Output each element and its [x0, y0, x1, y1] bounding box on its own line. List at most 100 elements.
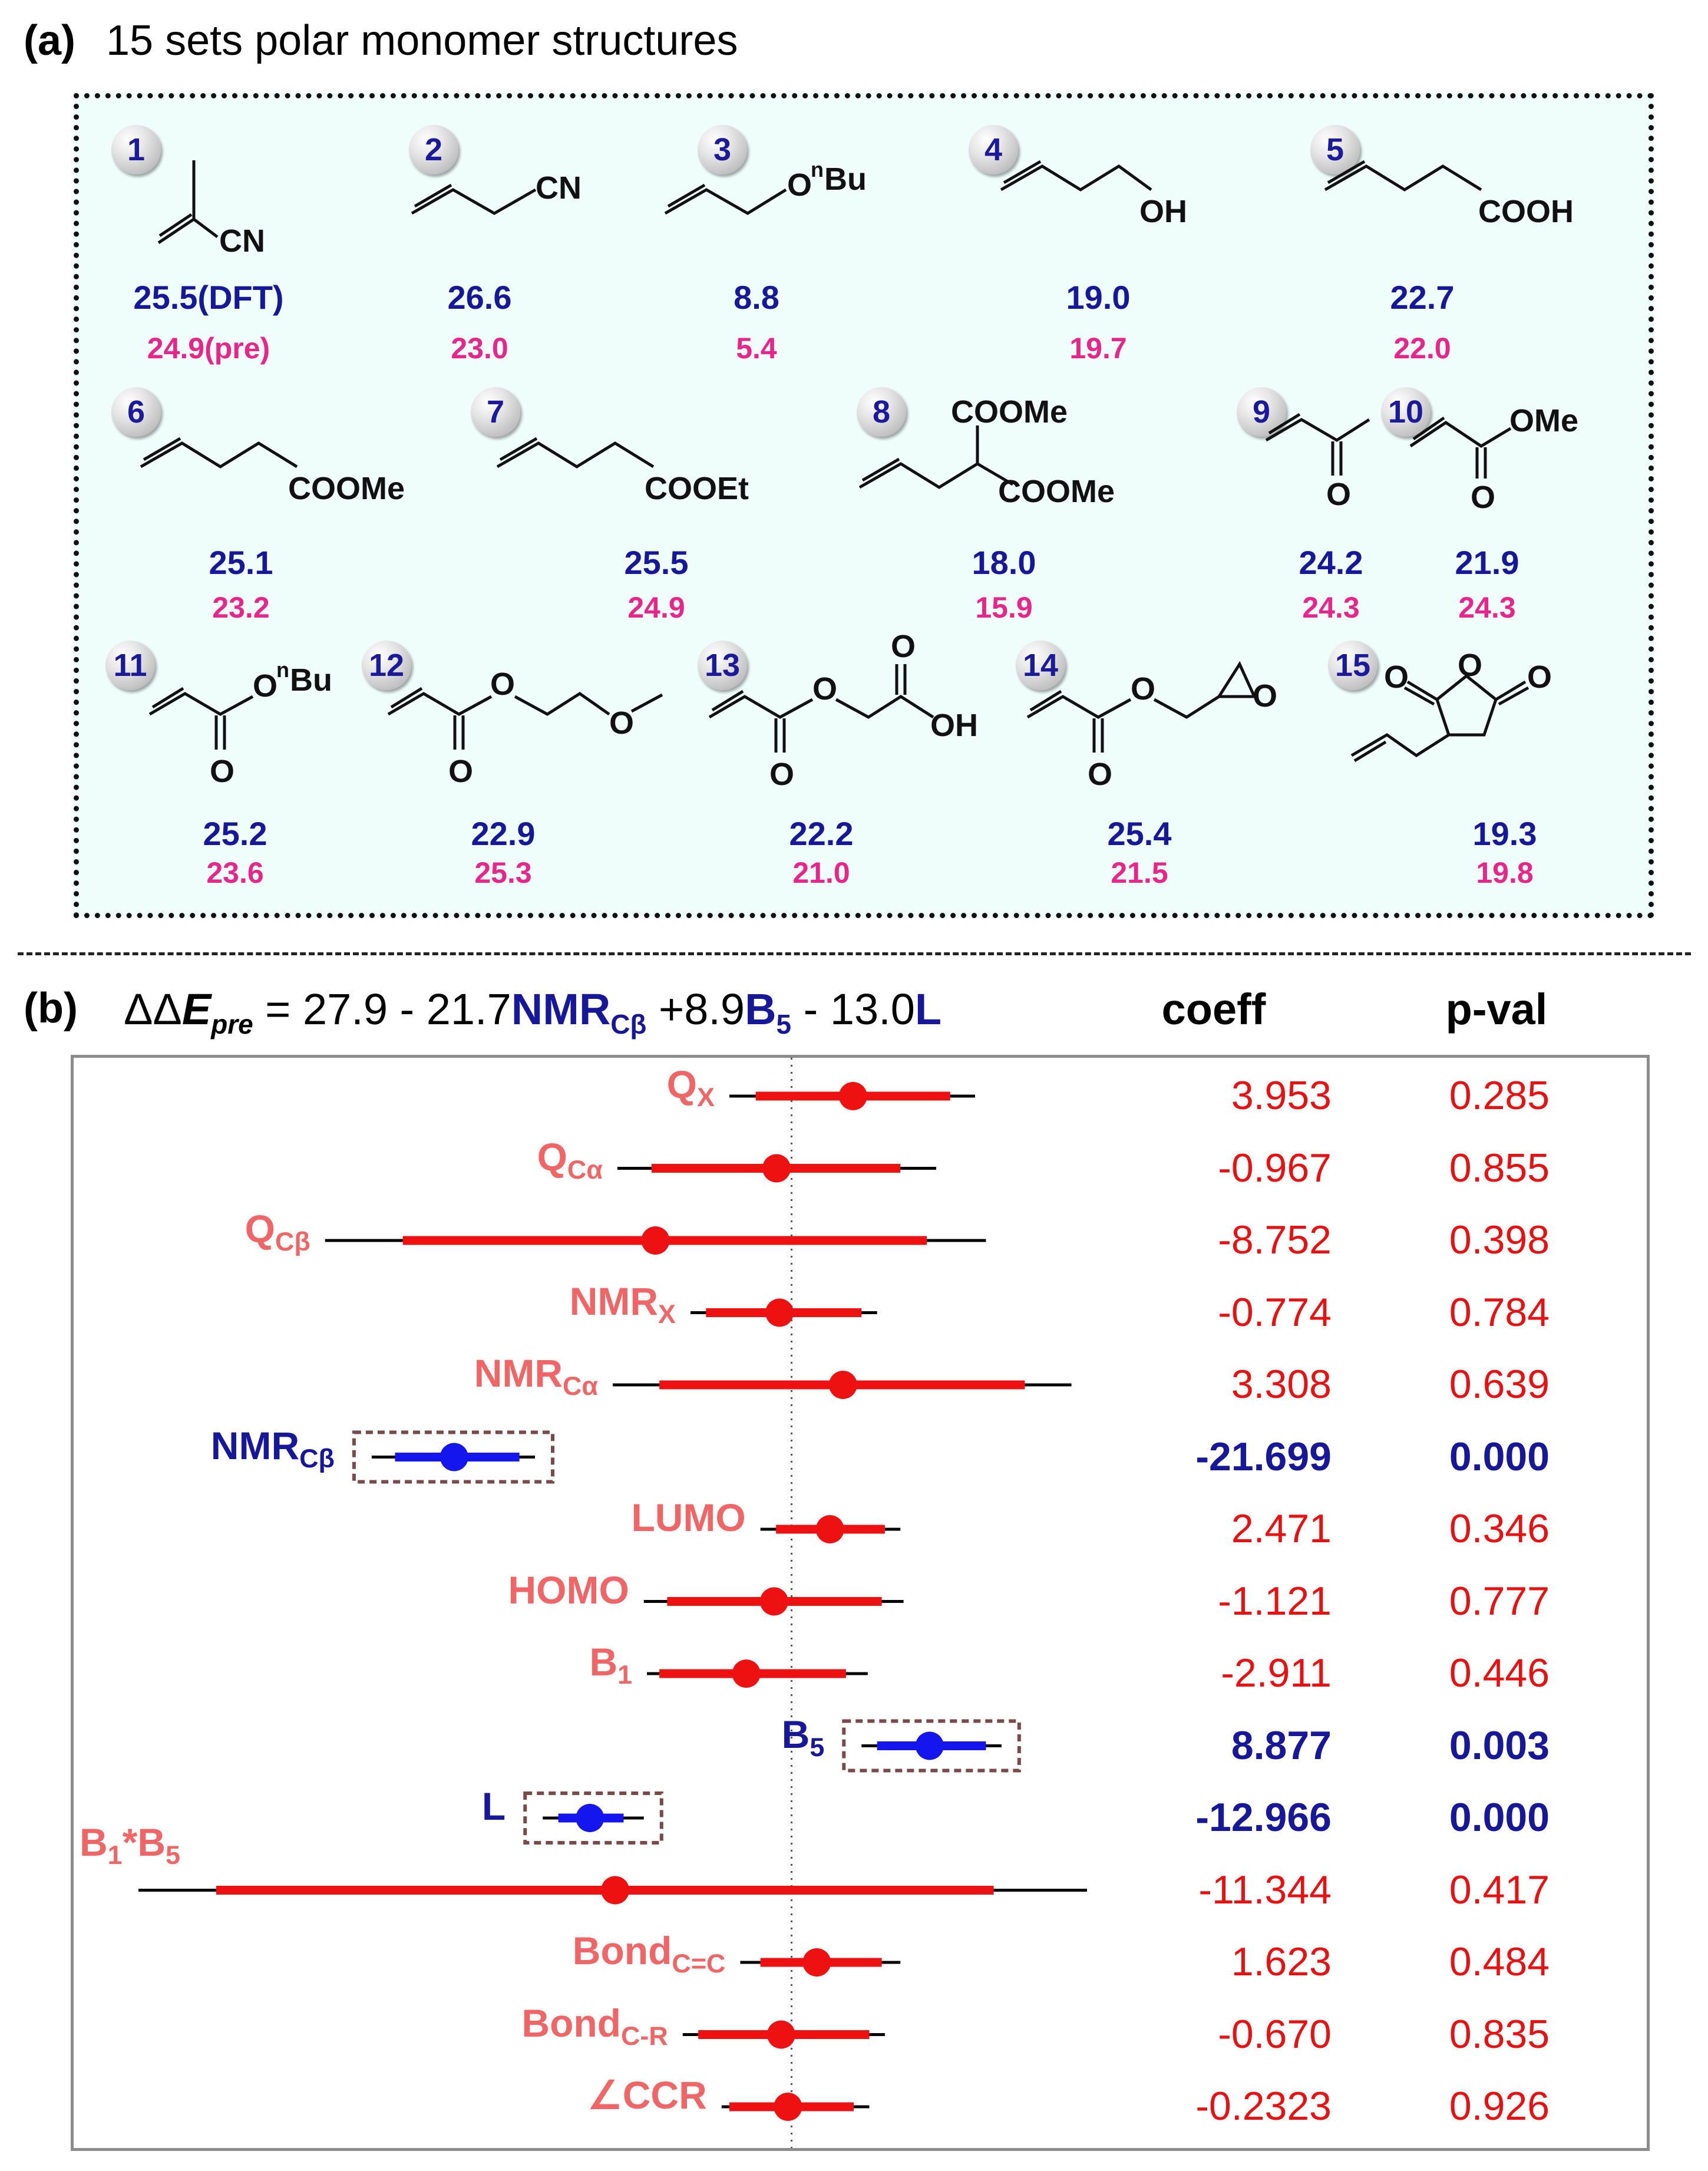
structure-drawing: CN	[411, 170, 582, 215]
group-label: CN	[219, 223, 265, 259]
variable-label: NMRCα	[474, 1351, 598, 1401]
structure-drawing: OH	[1000, 160, 1187, 229]
variable-subscript: Cα	[567, 1154, 603, 1185]
panel-separator	[18, 952, 1691, 955]
group-label: COOH	[1478, 194, 1574, 229]
p-value: 0.285	[1449, 1073, 1550, 1118]
monomer-badge: 1	[111, 125, 161, 174]
structure-drawing: COOEt	[496, 437, 749, 506]
variable-subscript: X	[697, 1082, 715, 1113]
coefficient-value: 1.623	[1231, 1939, 1332, 1984]
variable-name: Bond	[521, 2001, 622, 2045]
group-label: COOMe	[998, 474, 1115, 509]
group-label: O	[1131, 671, 1155, 707]
variable-label: B1	[589, 1639, 632, 1690]
pred-value: 21.5	[1111, 856, 1168, 889]
p-value: 0.777	[1449, 1578, 1550, 1624]
group-label: COOMe	[951, 394, 1068, 430]
coefficient-value: -0.967	[1218, 1145, 1332, 1190]
eq-energy: E	[181, 985, 212, 1034]
variable-subscript: Cα	[563, 1371, 598, 1401]
estimate-point	[802, 1948, 831, 1977]
monomer-badge: 5	[1310, 125, 1360, 174]
p-value: 0.346	[1449, 1506, 1550, 1551]
coefficient-value: -21.699	[1195, 1434, 1332, 1479]
monomer-badge: 2	[409, 125, 458, 174]
eq-delta: ΔΔ	[124, 985, 182, 1034]
group-label: CN	[536, 170, 582, 206]
p-value: 0.855	[1449, 1145, 1550, 1190]
structure-drawing: O n Bu O	[148, 658, 332, 789]
pred-value: 24.9(pre)	[147, 332, 270, 365]
p-value: 0.000	[1449, 1434, 1550, 1479]
variable-subscript: 5	[810, 1731, 825, 1762]
eq-b-sub: 5	[776, 1008, 792, 1040]
group-label: n	[811, 157, 824, 182]
group-label: O	[210, 754, 234, 789]
variable-name: NMR	[569, 1279, 659, 1323]
variable-label: BondC=C	[573, 1928, 726, 1979]
variable-name: Q	[666, 1063, 698, 1106]
monomer-badge: 8	[857, 387, 906, 437]
pred-value: 19.8	[1476, 856, 1534, 889]
variable-label: QX	[667, 1062, 715, 1113]
p-value: 0.784	[1449, 1289, 1550, 1335]
variable-name: Q	[537, 1134, 567, 1179]
structure-drawing: CN	[157, 160, 265, 259]
structure-drawing: COOH	[1324, 160, 1574, 229]
dft-value: 18.0	[972, 544, 1036, 581]
variable-name: *B	[122, 1820, 166, 1864]
monomer-badge: 11	[105, 641, 155, 690]
coefficient-value: -0.670	[1218, 2011, 1332, 2057]
estimate-point	[838, 1082, 867, 1110]
pred-value: 23.0	[451, 332, 508, 365]
estimate-point	[576, 1804, 604, 1832]
group-label: O	[769, 757, 794, 792]
p-value: 0.003	[1449, 1723, 1550, 1768]
p-value: 0.446	[1449, 1651, 1550, 1695]
pred-value: 22.0	[1393, 332, 1451, 365]
variable-name: Q	[245, 1207, 275, 1251]
monomer-badge: 15	[1328, 641, 1377, 690]
p-value: 0.398	[1449, 1218, 1550, 1262]
p-value: 0.484	[1449, 1939, 1550, 1984]
coefficient-value: -12.966	[1195, 1795, 1332, 1840]
coefficient-value: -0.774	[1218, 1289, 1332, 1335]
dft-value: 19.3	[1472, 815, 1537, 852]
variable-name: L	[481, 1784, 506, 1828]
pred-value: 23.2	[212, 591, 270, 624]
group-label: O	[1253, 678, 1277, 714]
variable-label: QCβ	[245, 1206, 310, 1257]
dft-value: 25.1	[209, 544, 273, 581]
group-label: O	[609, 705, 634, 741]
estimate-point	[759, 1587, 788, 1616]
variable-name: NMR	[210, 1423, 300, 1467]
dft-value: 25.5(DFT)	[133, 279, 284, 316]
significance-highlight-box	[842, 1719, 1021, 1773]
pred-value: 5.4	[736, 332, 777, 365]
estimate-point	[440, 1443, 468, 1471]
p-value: 0.835	[1449, 2011, 1550, 2057]
variable-name: NMR	[474, 1351, 563, 1395]
variable-name: ∠CCR	[587, 2073, 707, 2117]
coefficient-value: 2.471	[1231, 1506, 1332, 1551]
group-label: COOEt	[645, 471, 749, 506]
variable-subscript: 1	[107, 1839, 123, 1870]
variable-subscript: C=C	[672, 1948, 726, 1979]
p-value: 0.639	[1449, 1362, 1550, 1407]
group-label: O	[448, 754, 473, 789]
group-label: O	[1384, 659, 1409, 695]
variable-name: B	[80, 1820, 108, 1864]
pred-value: 24.9	[627, 591, 685, 624]
significance-highlight-box	[352, 1430, 555, 1484]
forest-plot-panel: QX QCα QCβ NMRX NMRCα NMRCβ LUMO HOMO B1 B5 L B1*B5…	[71, 1055, 1650, 2151]
coefficient-value: 3.308	[1231, 1362, 1332, 1407]
monomer-badge: 13	[698, 641, 747, 690]
coefficient-value: -8.752	[1218, 1218, 1332, 1262]
variable-label: ∠CCR	[588, 2073, 707, 2118]
group-label: Bu	[290, 662, 332, 698]
eq-nmr-sub: Cβ	[610, 1008, 647, 1040]
eq-nmr: NMR	[511, 985, 611, 1034]
group-label: O	[812, 671, 837, 707]
group-label: O	[1088, 757, 1112, 792]
